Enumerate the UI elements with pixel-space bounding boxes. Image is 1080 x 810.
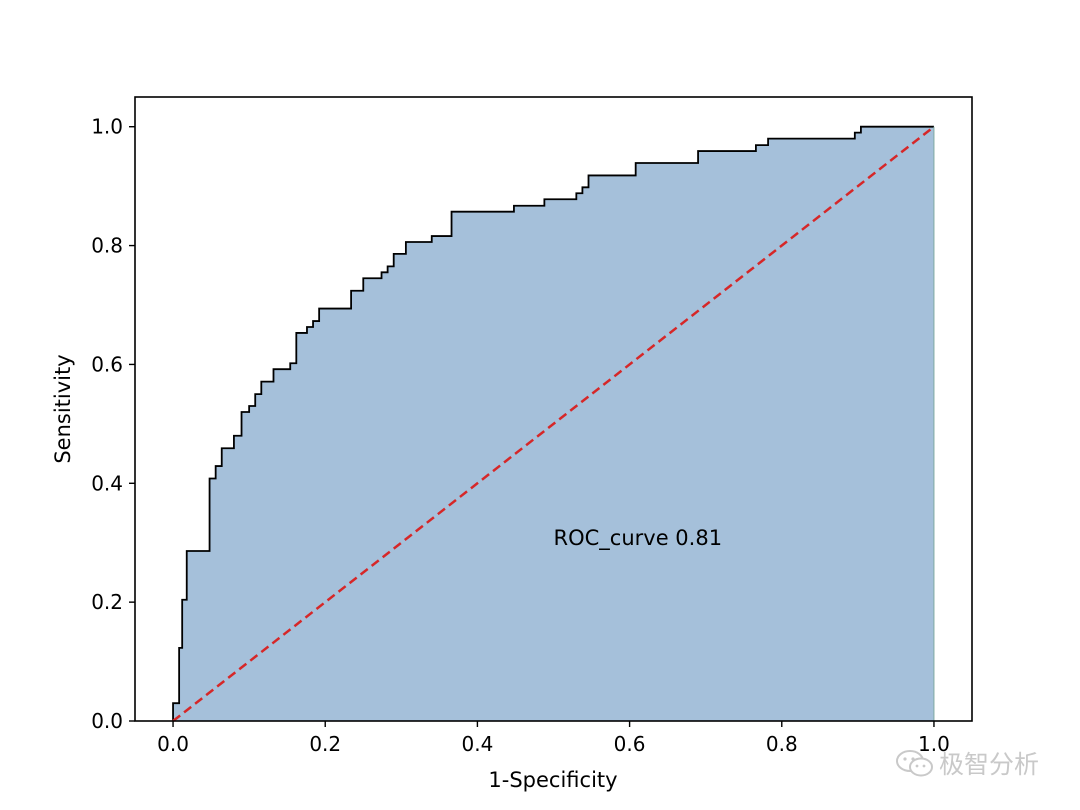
x-tick-label: 0.2 [309, 732, 341, 756]
x-tick-label: 1.0 [918, 732, 950, 756]
y-tick-label: 0.6 [91, 352, 123, 376]
auc-annotation: ROC_curve 0.81 [554, 526, 723, 551]
chance-diagonal-line [172, 125, 935, 722]
x-axis-label: 1-Specificity [488, 768, 617, 792]
y-tick-label: 0.8 [91, 234, 123, 258]
y-tick-label: 0.4 [91, 471, 123, 495]
axes-frame [134, 96, 973, 722]
plot-area [172, 125, 935, 722]
x-tick-label: 0.4 [462, 732, 494, 756]
watermark-text: 极智分析 [939, 750, 1040, 779]
roc-curve-line [172, 125, 934, 721]
y-tick-label: 0.0 [91, 709, 123, 733]
watermark: 极智分析 [895, 746, 1039, 780]
y-tick-label: 1.0 [91, 115, 123, 139]
wechat-icon [896, 750, 933, 777]
y-tick-label: 0.2 [91, 590, 123, 614]
x-tick-label: 0.0 [157, 732, 189, 756]
x-tick-label: 0.6 [614, 732, 646, 756]
x-axis: 0.0 0.2 0.4 0.6 0.8 1.0 [157, 721, 950, 756]
x-tick-label: 0.8 [766, 732, 798, 756]
y-axis: 0.0 0.2 0.4 0.6 0.8 1.0 [91, 115, 135, 733]
y-axis-label: Sensitivity [51, 354, 75, 463]
